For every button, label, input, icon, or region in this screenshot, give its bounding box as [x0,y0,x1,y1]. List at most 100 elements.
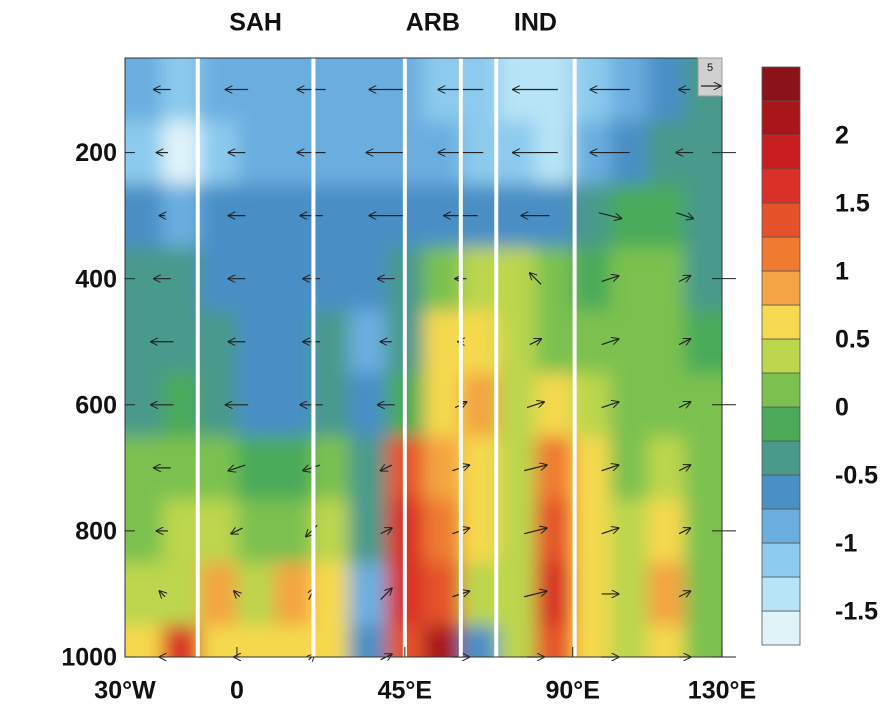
field-cell [610,436,648,500]
field-cell [199,499,238,563]
colorbar-label: 1 [835,258,849,286]
field-cell [572,436,611,500]
colorbar-box [761,542,801,578]
field-cell [647,310,686,374]
field-cell [647,247,686,311]
colorbar-box [761,576,801,612]
wind-vector [524,465,546,472]
field-cell [684,625,722,657]
field-cell [162,499,201,563]
field-cell [162,121,201,185]
wind-vector [231,528,243,534]
field-cells [125,58,722,657]
colorbar-box [761,610,801,646]
field-cell [348,499,387,563]
colorbar-box [761,406,801,442]
field-cell [647,373,686,437]
x-tick-label: 0 [230,677,244,705]
field-cell [610,58,648,122]
field-cell [647,184,686,248]
wind-vector [229,464,246,471]
field-cell [199,562,238,626]
field-cell [460,58,499,122]
field-cell [423,625,462,657]
field [125,58,722,657]
field-cell [460,310,499,374]
field-cell [572,499,611,563]
field-cell [236,436,275,500]
colorbar-label: -1.5 [835,598,878,626]
colorbar-box [761,474,801,510]
reference-box [697,57,723,97]
colorbar-label: -0.5 [835,462,878,490]
field-cell [610,184,648,248]
wind-vector [598,212,621,219]
wind-vector [529,339,541,345]
field-cell [498,436,536,500]
colorbar-box [761,66,801,102]
region-label: IND [514,9,557,37]
wind-vector [678,528,690,534]
colorbar-box [761,168,801,204]
field-cell [498,310,536,374]
field-cell [572,247,611,311]
field-cell [684,436,722,500]
field-cell [460,247,499,311]
x-tick-label: 45°E [378,677,432,705]
wind-vector [160,591,166,597]
field-cell [572,625,611,657]
field-cell [610,247,648,311]
overlay: SAH ARB IND 200 400 600 800 1000 30°W 0 45°E 90°E 13… [61,9,878,705]
field-cell [125,436,163,500]
wind-vector [530,273,542,285]
wind-vector [678,591,690,597]
field-cell [647,58,686,122]
field-cell [535,625,574,657]
field-cell [348,58,387,122]
field-cell [199,436,238,500]
colorbar-box [761,270,801,306]
wind-vector [524,591,546,598]
reference-value: 5 [707,62,713,74]
region-label: ARB [406,9,460,37]
field-cell [162,184,201,248]
x-tick-label: 90°E [546,677,600,705]
field-cell [423,436,462,500]
field-cell [162,562,201,626]
y-tick-label: 800 [75,518,117,546]
field-cell [647,436,686,500]
field-cell [236,562,275,626]
colorbar-box [761,440,801,476]
field-cell [535,562,574,626]
field-cell [572,58,611,122]
field-cell [498,562,536,626]
field-cell [162,58,201,122]
field-cell [610,373,648,437]
field-cell [311,436,350,500]
colorbar-label: 0 [835,394,849,422]
field-cell [460,436,499,500]
field-cell [684,184,722,248]
plot-frame [124,57,723,658]
wind-vector [601,276,619,283]
wind-vector [380,528,392,534]
wind-vector [601,339,619,346]
colorbar-box [761,134,801,170]
field-cell [348,436,387,500]
colorbar-box [761,202,801,238]
field-cell [423,310,462,374]
field-cell [498,499,536,563]
field-cell [535,436,574,500]
y-tick-label: 200 [75,139,117,167]
field-cell [647,625,686,657]
field-cell [498,247,536,311]
field-cell [236,625,275,657]
field-cell [348,625,387,657]
wind-vector [678,276,690,282]
field-cell [535,247,574,311]
field-cell [610,310,648,374]
field-cell [125,58,163,122]
field-cell [236,499,275,563]
